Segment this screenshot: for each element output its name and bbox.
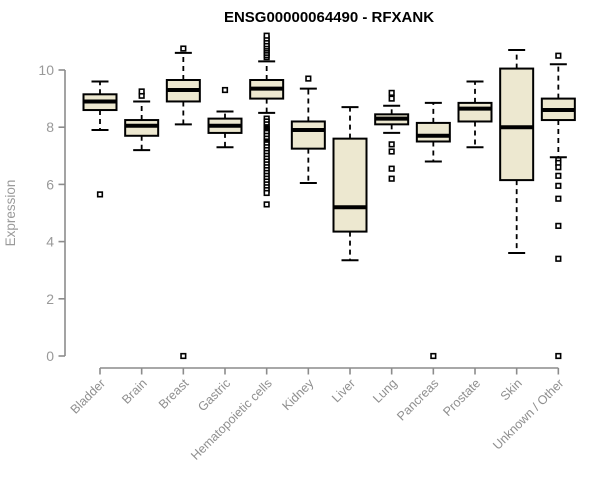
outlier-point [555, 52, 562, 59]
boxplot-skin [499, 48, 535, 255]
x-category-label: Hematopoietic cells [188, 376, 275, 463]
outlier-point [555, 352, 562, 360]
boxplot-lung [374, 89, 410, 182]
outlier-point [96, 191, 104, 198]
outlier-point [388, 95, 395, 102]
boxplot-hematopoietic-cells [249, 32, 285, 208]
chart-title: ENSG00000064490 - RFXANK [224, 9, 434, 26]
outlier-point [138, 88, 145, 95]
outlier-point [555, 182, 562, 189]
boxplot-breast [165, 45, 201, 360]
x-category-label: Gastric [195, 376, 233, 414]
y-tick-label: 6 [46, 176, 54, 192]
boxplot-liver [332, 106, 368, 262]
boxplot-gastric [207, 86, 243, 149]
y-tick-label: 10 [38, 62, 54, 78]
x-category-label: Pancreas [394, 376, 441, 423]
x-category-label: Liver [329, 376, 358, 405]
boxplot-kidney [290, 75, 326, 184]
iqr-box [332, 137, 368, 233]
outlier-point [388, 175, 395, 182]
outlier-point [555, 195, 562, 202]
outlier-point [388, 148, 395, 155]
y-axis-label: Expression [3, 180, 18, 247]
outlier-point [221, 86, 229, 94]
iqr-box [457, 101, 493, 123]
boxes-group [82, 32, 576, 360]
x-category-label: Kidney [280, 376, 317, 413]
y-tick-label: 4 [46, 234, 54, 250]
x-category-label: Breast [156, 376, 192, 412]
iqr-box [499, 67, 535, 182]
outlier-point [180, 45, 187, 52]
outlier-point [180, 352, 187, 360]
outlier-point [388, 89, 395, 96]
outlier-point [263, 201, 270, 208]
outlier-point [388, 165, 395, 172]
boxplot-unknown-other [540, 52, 576, 360]
x-category-label: Prostate [440, 376, 483, 419]
iqr-box [124, 119, 160, 137]
y-tick-label: 0 [46, 348, 54, 364]
x-category-label: Unknown / Other [490, 376, 566, 452]
outlier-point [263, 189, 270, 197]
x-category-label: Brain [119, 376, 150, 407]
outlier-point [430, 352, 437, 360]
outlier-point [388, 141, 395, 148]
outlier-point [305, 75, 312, 82]
iqr-box [290, 120, 326, 150]
boxplot-brain [124, 88, 160, 152]
outlier-point [555, 255, 562, 262]
x-category-label: Skin [498, 376, 525, 403]
boxplot-pancreas [415, 101, 451, 360]
outlier-point [263, 32, 270, 39]
boxplot-prostate [457, 80, 493, 149]
y-tick-label: 8 [46, 119, 54, 135]
outlier-point [555, 172, 562, 179]
outlier-point [555, 164, 562, 171]
y-tick-label: 2 [46, 291, 54, 307]
x-category-label: Bladder [68, 376, 108, 416]
outlier-point [555, 222, 562, 229]
boxplot-bladder [82, 80, 118, 198]
iqr-box [415, 121, 451, 143]
x-category-label: Lung [370, 376, 400, 406]
